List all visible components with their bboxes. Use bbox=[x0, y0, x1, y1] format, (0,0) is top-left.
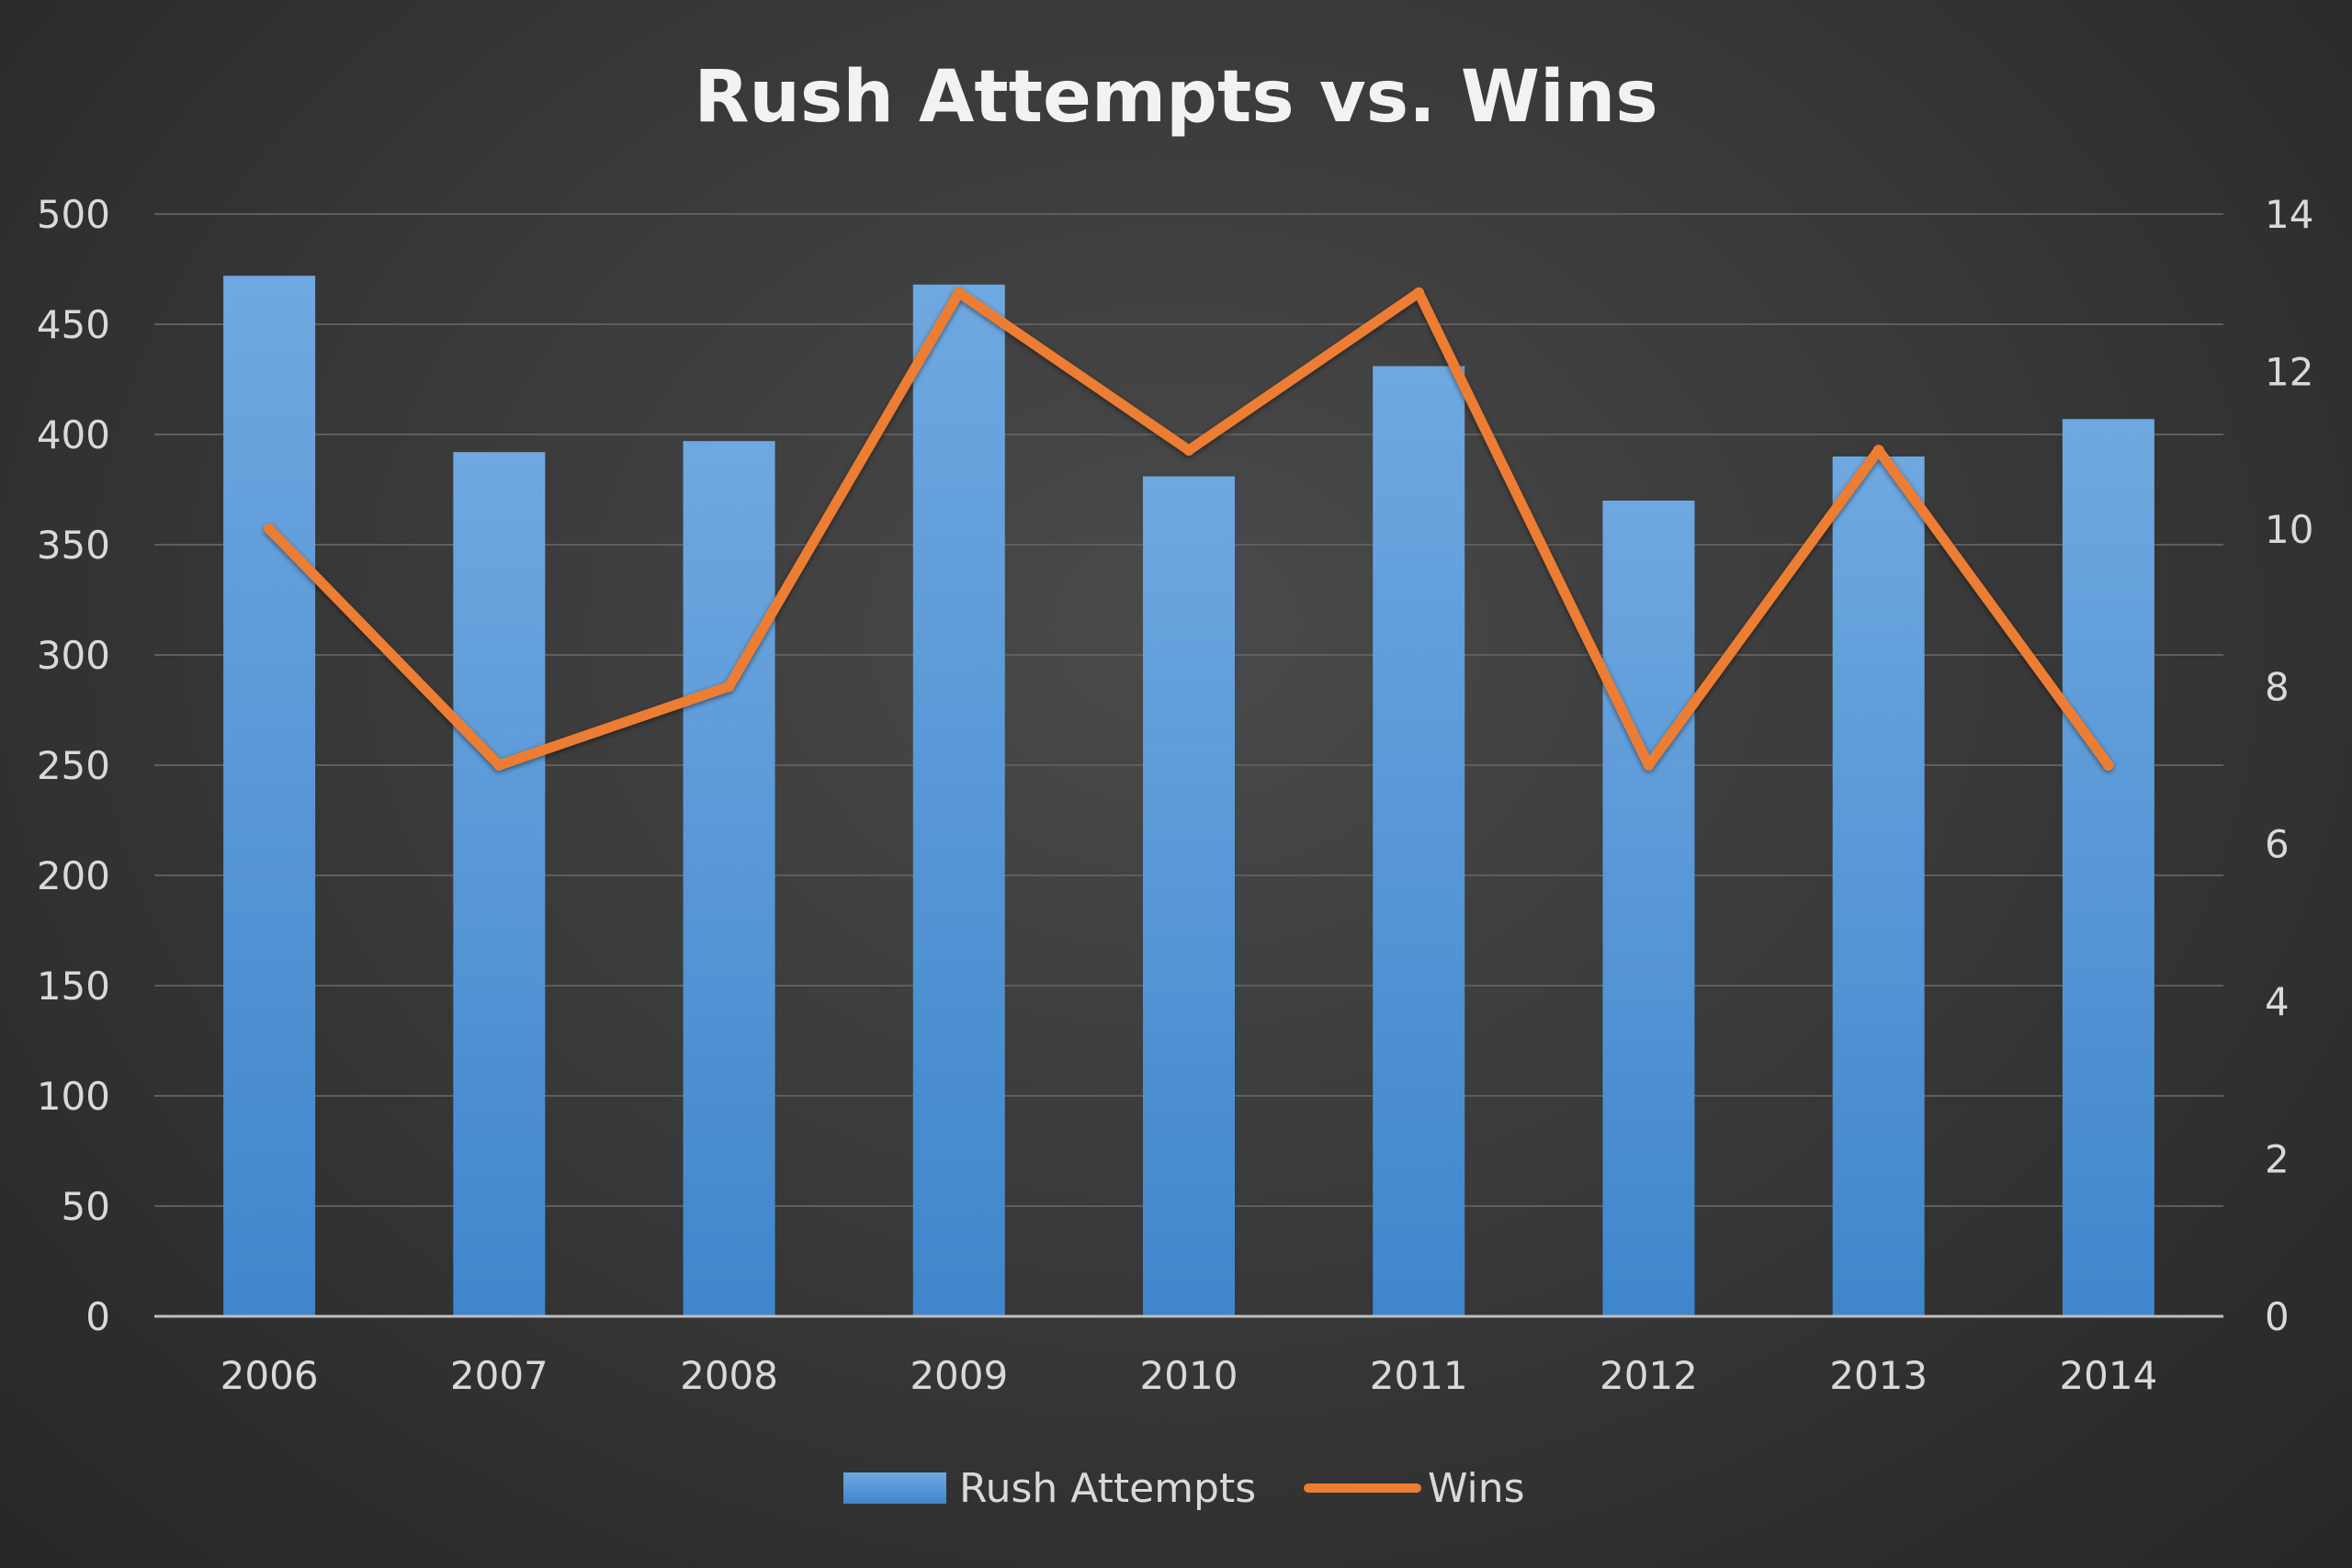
legend-swatch-rush-attempts bbox=[843, 1472, 946, 1504]
wins-point-2012 bbox=[1643, 760, 1655, 771]
bar-rush-attempts-2009 bbox=[912, 284, 1005, 1316]
legend-label-rush-attempts: Rush Attempts bbox=[959, 1465, 1256, 1512]
x-axis-tick-label: 2007 bbox=[450, 1353, 548, 1398]
x-axis-tick-label: 2009 bbox=[910, 1353, 1008, 1398]
left-axis-ticks: 0 50 100 150 200 250 300 350 400 450 500 bbox=[37, 192, 110, 1339]
x-axis-tick-label: 2010 bbox=[1140, 1353, 1238, 1398]
left-axis-tick-label: 0 bbox=[85, 1294, 110, 1339]
right-axis-tick-label: 4 bbox=[2265, 979, 2290, 1024]
right-axis-tick-label: 12 bbox=[2265, 349, 2313, 394]
bar-rush-attempts-2007 bbox=[453, 452, 546, 1316]
wins-line-group bbox=[264, 287, 2114, 771]
right-axis-tick-label: 2 bbox=[2265, 1137, 2290, 1182]
wins-point-2008 bbox=[723, 681, 735, 693]
x-axis-ticks: 2006 2007 2008 2009 2010 2011 2012 2013 2014 bbox=[220, 1353, 2158, 1398]
left-axis-tick-label: 100 bbox=[37, 1074, 110, 1119]
legend: Rush Attempts Wins bbox=[843, 1465, 1525, 1512]
right-axis-tick-label: 14 bbox=[2265, 192, 2313, 237]
bar-rush-attempts-2014 bbox=[2062, 419, 2154, 1316]
chart-title: Rush Attempts vs. Wins bbox=[694, 56, 1657, 139]
wins-point-2010 bbox=[1183, 445, 1194, 457]
left-axis-tick-label: 400 bbox=[37, 412, 110, 457]
wins-point-2014 bbox=[2102, 760, 2114, 771]
wins-point-2006 bbox=[264, 523, 276, 535]
bar-rush-attempts-2010 bbox=[1143, 476, 1235, 1316]
left-axis-tick-label: 350 bbox=[37, 523, 110, 568]
x-axis-tick-label: 2011 bbox=[1370, 1353, 1468, 1398]
right-axis-tick-label: 10 bbox=[2265, 507, 2313, 552]
wins-point-2013 bbox=[1872, 445, 1884, 457]
left-axis-tick-label: 150 bbox=[37, 964, 110, 1009]
left-axis-tick-label: 200 bbox=[37, 853, 110, 898]
right-axis-tick-label: 6 bbox=[2265, 822, 2290, 867]
right-axis-ticks: 0 2 4 6 8 10 12 14 bbox=[2265, 192, 2313, 1339]
right-axis-tick-label: 8 bbox=[2265, 664, 2290, 709]
x-axis-tick-label: 2012 bbox=[1600, 1353, 1698, 1398]
x-axis-tick-label: 2013 bbox=[1829, 1353, 1928, 1398]
bar-rush-attempts-2006 bbox=[223, 276, 316, 1317]
legend-label-wins: Wins bbox=[1428, 1465, 1525, 1512]
rush-attempts-bars bbox=[223, 276, 2154, 1317]
x-axis-tick-label: 2006 bbox=[220, 1353, 319, 1398]
wins-point-2009 bbox=[953, 287, 965, 299]
x-axis-tick-label: 2014 bbox=[2059, 1353, 2157, 1398]
x-axis-tick-label: 2008 bbox=[680, 1353, 778, 1398]
bar-rush-attempts-2013 bbox=[1832, 457, 1925, 1316]
right-axis-tick-label: 0 bbox=[2265, 1294, 2290, 1339]
wins-point-2007 bbox=[493, 760, 505, 771]
bar-rush-attempts-2012 bbox=[1602, 501, 1695, 1316]
left-axis-tick-label: 450 bbox=[37, 302, 110, 347]
left-axis-tick-label: 500 bbox=[37, 192, 110, 237]
bar-rush-attempts-2008 bbox=[683, 441, 775, 1316]
bar-rush-attempts-2011 bbox=[1373, 366, 1465, 1317]
left-axis-tick-label: 50 bbox=[62, 1184, 110, 1229]
left-axis-tick-label: 250 bbox=[37, 743, 110, 788]
left-axis-tick-label: 300 bbox=[37, 633, 110, 678]
wins-point-2011 bbox=[1413, 287, 1425, 299]
